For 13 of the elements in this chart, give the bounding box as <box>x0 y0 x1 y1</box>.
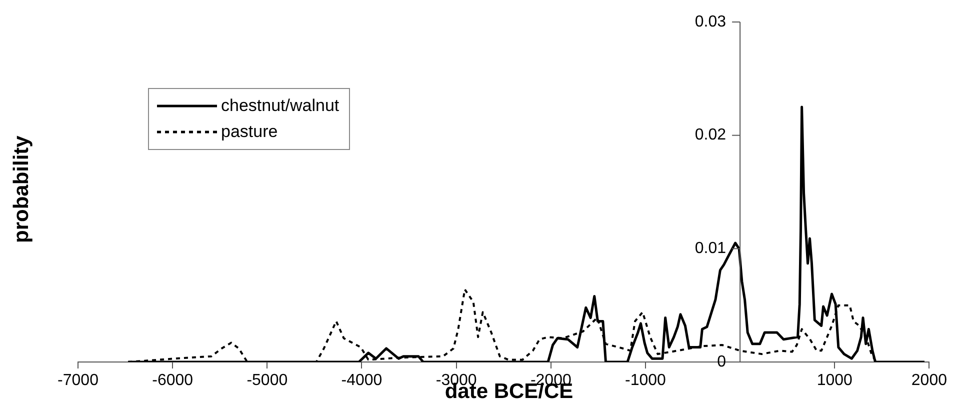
x-tick-label: -1000 <box>625 372 666 390</box>
y-tick-label: 0.01 <box>694 240 726 258</box>
y-tick-label: 0.03 <box>694 13 726 30</box>
x-tick-label: -4000 <box>341 372 382 390</box>
x-tick-label: 1000 <box>816 372 853 390</box>
legend-label: pasture <box>221 122 278 142</box>
y-axis-title: probability <box>10 136 34 243</box>
x-tick-label: -7000 <box>58 372 99 390</box>
legend-label: chestnut/walnut <box>221 96 340 116</box>
y-tick-label: 0.02 <box>694 126 726 144</box>
x-tick-label: -6000 <box>152 372 194 390</box>
x-tick-label: -5000 <box>246 372 288 390</box>
x-tick-label: 2000 <box>911 372 948 390</box>
